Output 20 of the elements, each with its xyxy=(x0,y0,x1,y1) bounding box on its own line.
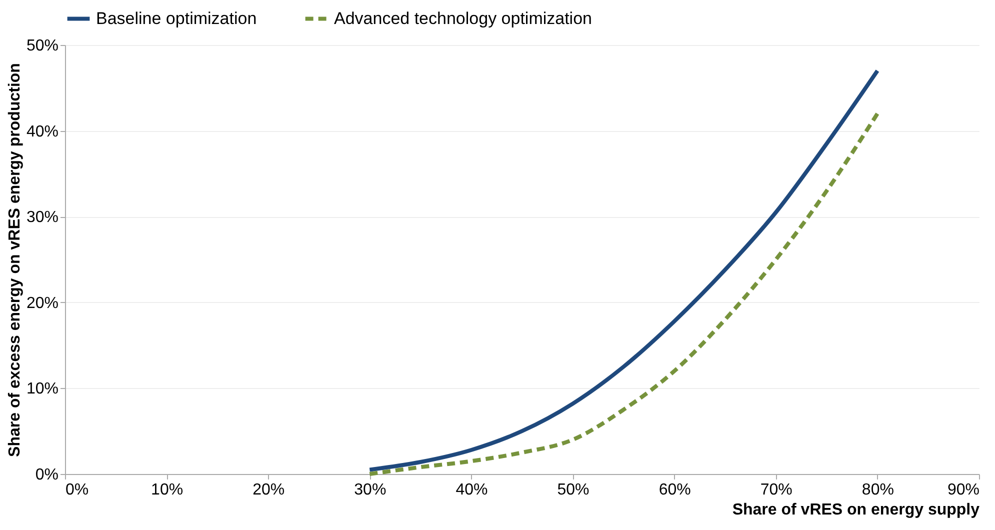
x-tick-label: 20% xyxy=(252,482,285,498)
x-tick-label: 0% xyxy=(66,482,89,498)
y-tick-label: 20% xyxy=(26,294,58,312)
x-tick-label: 40% xyxy=(456,482,488,498)
x-axis-title: Share of vRES on energy supply xyxy=(732,502,980,518)
x-tick-label: 50% xyxy=(557,482,590,498)
x-tick-label: 10% xyxy=(151,482,184,498)
y-axis-title: Share of excess energy on vRES energy production xyxy=(6,63,24,457)
legend-label: Baseline optimization xyxy=(96,8,257,28)
y-tick-label: 30% xyxy=(26,209,58,226)
x-tick-label: 70% xyxy=(760,482,792,498)
x-tick-label: 60% xyxy=(658,482,691,498)
x-tick-label: 90% xyxy=(947,482,980,498)
y-tick-label: 0% xyxy=(35,466,58,484)
x-tick-label: 80% xyxy=(862,482,894,498)
y-tick-label: 10% xyxy=(26,380,58,398)
x-tick-label: 30% xyxy=(354,482,386,498)
y-tick-label: 50% xyxy=(26,38,58,54)
legend-label: Advanced technology optimization xyxy=(334,8,592,28)
y-tick-label: 40% xyxy=(26,123,58,140)
